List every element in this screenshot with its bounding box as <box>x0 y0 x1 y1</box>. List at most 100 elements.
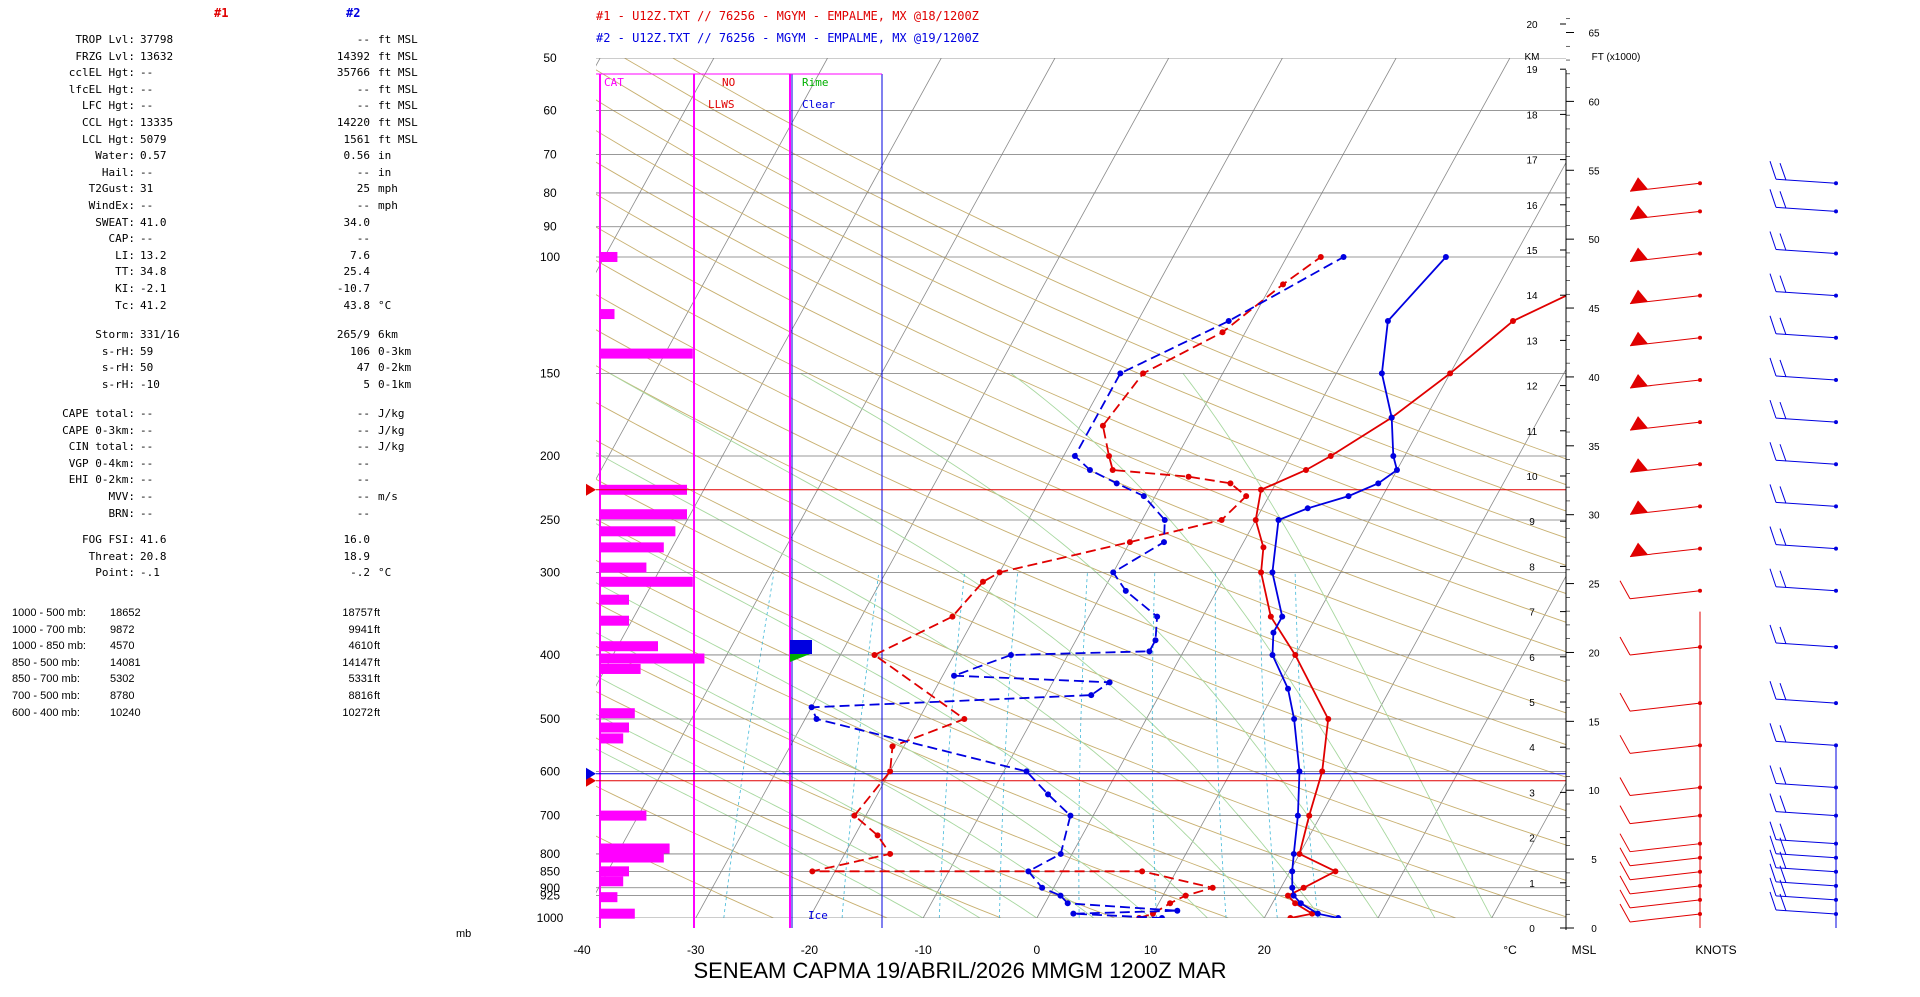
series-2-dew-point <box>1122 587 1129 594</box>
index-row: lfcEL Hgt: -- -- ft MSL <box>0 82 470 98</box>
index-label: 600 - 400 mb: <box>12 706 80 719</box>
sounding1-value: 9872 <box>110 623 135 636</box>
index-unit: ft <box>374 656 381 669</box>
series-1-dew-point <box>1209 884 1216 891</box>
index-unit: in <box>378 165 392 179</box>
series-2-dew-point <box>1140 493 1147 500</box>
wind-barb-1-dot <box>1698 251 1702 256</box>
wind-barb-1-feather <box>1619 636 1631 656</box>
wind-barb-2-feather <box>1769 723 1777 742</box>
sounding1-value: -- <box>140 66 154 80</box>
wind-barb-2-feather <box>1769 526 1777 545</box>
dry-adiabat <box>596 193 1566 623</box>
wind-barb-2-feather <box>1779 570 1787 588</box>
cape-row: VGP 0-4km: -- -- <box>0 456 470 472</box>
km-tick-label: 9 <box>1529 517 1535 528</box>
km-tick-label: 15 <box>1526 246 1538 257</box>
sounding1-value: -- <box>140 82 154 96</box>
index-unit: J/kg <box>378 440 405 454</box>
sounding2-value: -.2 <box>350 566 370 580</box>
km-tick-label: 17 <box>1526 156 1538 167</box>
cat-bar <box>600 251 618 262</box>
wind-barb-2 <box>1775 178 1837 184</box>
series-2-dew-point <box>1057 850 1064 857</box>
wind-barb-2-feather <box>1769 765 1777 784</box>
index-unit: 0-1km <box>378 377 412 391</box>
index-row: cclEL Hgt: -- 35766 ft MSL <box>0 65 470 81</box>
wind-barb-1 <box>1629 843 1701 853</box>
series-1-dew-point <box>1167 900 1174 907</box>
series-2-dew-point <box>1039 884 1046 891</box>
index-unit: ft MSL <box>378 132 418 146</box>
msl-label: MSL <box>1572 943 1597 957</box>
sounding2-value: 14392 <box>336 49 370 63</box>
series-2-temp-point <box>1294 812 1301 819</box>
index-label: 850 - 500 mb: <box>12 656 80 669</box>
cat-bar <box>600 908 635 919</box>
sounding2-value: 18757 <box>342 607 373 619</box>
sounding1-title: #1 - U12Z.TXT // 76256 - MGYM - EMPALME,… <box>596 9 979 23</box>
index-unit: °C <box>378 566 392 580</box>
sounding1-value: -10 <box>140 377 160 391</box>
series-1-temp-point <box>1258 569 1265 576</box>
series-2-temp-point <box>1289 868 1296 875</box>
series-2-temp-point <box>1393 466 1400 473</box>
index-unit: ft <box>374 690 381 702</box>
km-tick-label: 16 <box>1526 201 1538 212</box>
wind-barb-1-dot <box>1698 462 1702 467</box>
km-axis-label: KM <box>1525 52 1540 63</box>
index-label: 1000 - 700 mb: <box>12 623 86 636</box>
sounding2-value: -- <box>356 232 370 246</box>
wind-barb-1-feather <box>1619 875 1631 895</box>
moist-adiabat <box>800 373 1379 918</box>
dry-adiabat <box>596 478 1566 881</box>
sounding1-value: 4570 <box>110 640 135 653</box>
series-1-dew-point <box>1218 517 1225 524</box>
series-1-dew-point <box>996 569 1003 576</box>
index-label: FRZG Lvl: <box>75 49 135 63</box>
index-label: TROP Lvl: <box>75 33 135 46</box>
pressure-tick-label: 70 <box>543 148 557 162</box>
sounding1-value: -- <box>140 440 154 454</box>
cat-bar <box>600 843 670 854</box>
dry-adiabat <box>596 99 1566 539</box>
index-row: T2Gust: 31 25 mph <box>0 181 470 197</box>
series-1-temp-point <box>1300 884 1307 891</box>
wind-barb-2 <box>1775 881 1837 887</box>
sounding2-value: 9941 <box>348 623 373 636</box>
pressure-tick-label: 600 <box>540 764 560 778</box>
wind-barb-1-dot <box>1698 504 1702 509</box>
sounding2-value: 35766 <box>336 66 370 80</box>
wind-barb-2-feather <box>1769 681 1777 700</box>
series-2-temp-point <box>1290 892 1297 899</box>
wind-barb-2-feather <box>1779 486 1787 504</box>
index-unit: 6km <box>378 328 398 341</box>
sounding1-value: -- <box>140 456 154 470</box>
wind-barb-2-dot <box>1834 644 1838 649</box>
isotherm-line <box>922 58 1397 918</box>
index-unit: ft <box>374 673 381 686</box>
sounding1-value: 13632 <box>140 49 174 63</box>
cat-bar <box>600 594 629 605</box>
series-1-temp-point <box>1303 466 1310 473</box>
series-2-dew-point <box>1064 900 1071 907</box>
sounding2-value: 25.4 <box>343 265 371 279</box>
moist-adiabat <box>596 748 924 918</box>
wind-barb-1 <box>1629 885 1701 895</box>
wind-barb-1-flag <box>1630 542 1648 557</box>
sounding2-value: 8816 <box>348 690 373 702</box>
series-2-dew-point <box>1045 791 1052 798</box>
series-1-temp-point <box>1252 517 1259 524</box>
sounding1-value: -- <box>140 490 154 503</box>
km-tick-label: 14 <box>1526 291 1538 302</box>
wind-barb-2-feather <box>1779 317 1787 335</box>
storm-row: s-rH: -10 5 0-1km <box>0 377 470 393</box>
sounding1-value: 5079 <box>140 132 167 146</box>
sounding1-value: 18652 <box>110 607 141 619</box>
series-2-dew-point <box>1106 679 1113 686</box>
sounding2-header: #2 <box>346 6 361 20</box>
sounding1-value: -- <box>140 165 154 179</box>
series-2-temp-point <box>1289 884 1296 891</box>
index-label: cclEL Hgt: <box>68 66 135 80</box>
dry-adiabat <box>596 559 1457 918</box>
